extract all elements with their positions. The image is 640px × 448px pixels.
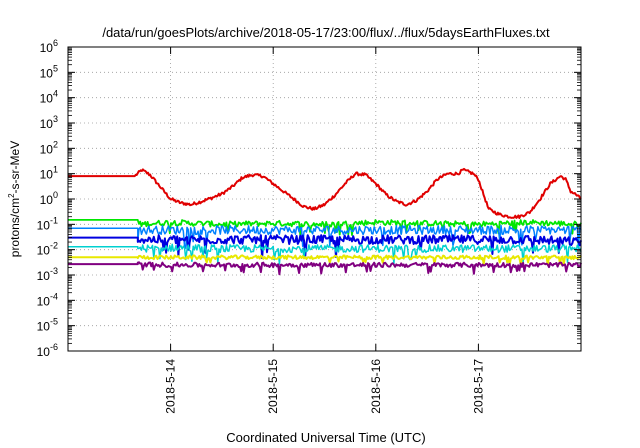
y-tick-base: 10	[37, 218, 51, 232]
y-tick-exponent: 3	[53, 114, 58, 124]
y-tick-exponent: -2	[50, 241, 58, 251]
y-axis-label: protons/cm2-s-sr-MeV	[7, 141, 22, 257]
x-tick-label: 2018-5-14	[164, 359, 178, 414]
y-tick-exponent: 2	[53, 139, 58, 149]
y-tick-base: 10	[40, 193, 54, 207]
y-tick-exponent: 1	[53, 165, 58, 175]
y-tick-base: 10	[40, 168, 54, 182]
grid	[68, 47, 581, 351]
y-tick-base: 10	[40, 92, 54, 106]
flux-series-line	[68, 243, 582, 265]
y-tick-base: 10	[40, 41, 54, 55]
flux-series-line	[68, 167, 582, 220]
x-tick-label: 2018-5-16	[369, 359, 383, 414]
y-tick-exponent: -6	[50, 342, 58, 352]
y-tick-label: 101	[40, 165, 58, 182]
y-tick-exponent: -1	[50, 215, 58, 225]
y-tick-base: 10	[37, 269, 51, 283]
y-tick-exponent: -5	[50, 317, 58, 327]
y-tick-label: 103	[40, 114, 58, 131]
y-tick-label: 10-3	[37, 266, 58, 283]
y-tick-exponent: 4	[53, 89, 58, 99]
x-axis-label: Coordinated Universal Time (UTC)	[226, 430, 425, 445]
y-axis-label-base: protons/cm	[8, 198, 22, 257]
series-group	[68, 167, 582, 276]
y-tick-label: 102	[40, 139, 58, 156]
y-tick-base: 10	[40, 117, 54, 131]
y-tick-base: 10	[37, 294, 51, 308]
flux-series-line	[68, 224, 582, 250]
y-tick-labels: 10610510410310210110010-110-210-310-410-…	[37, 38, 58, 359]
axes	[67, 46, 582, 352]
y-tick-label: 100	[40, 190, 58, 207]
y-tick-exponent: -4	[50, 291, 58, 301]
flux-series-line	[68, 254, 582, 267]
y-tick-base: 10	[37, 320, 51, 334]
y-tick-label: 104	[40, 89, 58, 106]
flux-series-line	[68, 234, 582, 260]
y-tick-exponent: 6	[53, 38, 58, 48]
y-tick-label: 10-4	[37, 291, 58, 308]
y-tick-exponent: 5	[53, 63, 58, 73]
y-tick-exponent: 0	[53, 190, 58, 200]
x-tick-label: 2018-5-15	[266, 359, 280, 414]
y-tick-label: 105	[40, 63, 58, 80]
y-tick-label: 10-5	[37, 317, 58, 334]
y-tick-label: 10-2	[37, 241, 58, 258]
x-tick-labels: 2018-5-14 2018-5-15 2018-5-16 2018-5-17	[164, 359, 486, 414]
y-axis-label-sup: 2	[7, 193, 16, 198]
y-tick-exponent: -3	[50, 266, 58, 276]
y-tick-label: 10-1	[37, 215, 58, 232]
flux-series-line	[68, 219, 582, 237]
y-tick-label: 106	[40, 38, 58, 55]
y-tick-base: 10	[40, 66, 54, 80]
y-axis-label-rest: -s-sr-MeV	[8, 141, 22, 194]
y-tick-label: 10-6	[37, 342, 58, 359]
y-tick-base: 10	[37, 345, 51, 359]
y-tick-base: 10	[40, 142, 54, 156]
chart-title: /data/run/goesPlots/archive/2018-05-17/2…	[102, 25, 550, 40]
flux-series-line	[68, 261, 582, 276]
y-tick-base: 10	[37, 244, 51, 258]
x-tick-label: 2018-5-17	[471, 359, 485, 414]
